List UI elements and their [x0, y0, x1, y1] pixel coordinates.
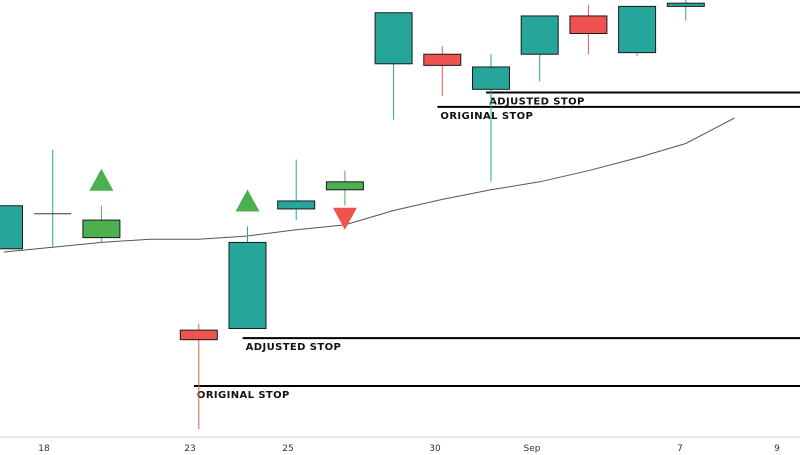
candle-body — [374, 12, 413, 65]
stop-label: ORIGINAL STOP — [197, 390, 290, 401]
candle — [82, 205, 121, 243]
candle-body — [325, 181, 364, 191]
candle-body — [569, 15, 608, 34]
candle-body — [423, 53, 462, 66]
candle — [569, 4, 608, 55]
buy-signal-arrow — [235, 189, 260, 212]
candle — [374, 12, 413, 120]
candle-body — [618, 5, 657, 54]
candle-body — [228, 241, 267, 330]
moving-average-line — [3, 117, 735, 253]
stop-label: ORIGINAL STOP — [440, 111, 533, 122]
candle — [423, 46, 462, 96]
candle — [325, 170, 364, 206]
x-tick-label: 25 — [282, 444, 293, 454]
x-tick-label: 30 — [429, 444, 441, 454]
stop-label: ADJUSTED STOP — [246, 342, 342, 353]
candle — [228, 226, 267, 330]
x-tick-label: 18 — [38, 444, 50, 454]
candle — [618, 5, 657, 56]
candle — [179, 323, 218, 430]
candle-body — [520, 15, 559, 55]
x-tick-label: 7 — [677, 444, 683, 454]
x-axis: 18 23 25 30 Sep 7 9 — [0, 436, 800, 454]
candle — [520, 15, 559, 82]
candle-body — [472, 66, 510, 90]
x-tick-label: Sep — [524, 444, 541, 454]
candle — [34, 149, 72, 248]
x-tick-label: 9 — [774, 444, 780, 454]
x-tick-label: 23 — [184, 444, 195, 454]
sell-signal-arrow — [332, 207, 357, 230]
candle-body — [82, 219, 121, 239]
candle — [472, 54, 510, 182]
candle — [666, 0, 705, 21]
candle — [277, 159, 316, 221]
candle — [0, 205, 23, 250]
buy-signal-arrow — [89, 168, 114, 191]
candle-body — [179, 329, 218, 341]
candles-layer — [0, 0, 705, 430]
stop-lines-layer: ADJUSTED STOP ORIGINAL STOP ADJUSTED STOP O… — [193, 91, 800, 401]
candle-body — [277, 200, 316, 210]
moving-average-layer — [3, 117, 735, 253]
signals-layer — [89, 168, 357, 230]
candle-body — [666, 2, 705, 7]
stop-label: ADJUSTED STOP — [489, 97, 585, 108]
candle-body — [0, 205, 23, 250]
